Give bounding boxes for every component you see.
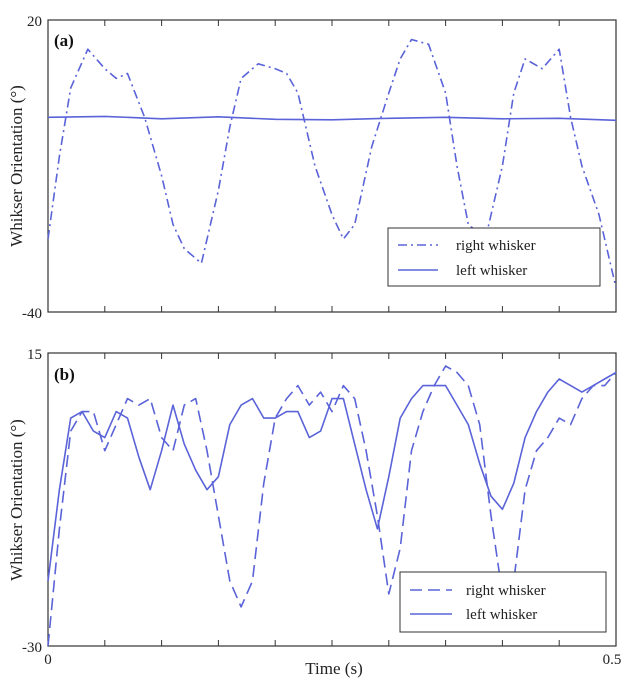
panel-b-xtick-0: 0	[44, 652, 52, 668]
panel-a-series-left-whisker	[47, 115, 617, 122]
panel-a-ylabel: Whikser Orientation (°)	[7, 85, 26, 247]
panel-a-ytick-top: 20	[27, 14, 42, 30]
panel-b-legend: right whisker left whisker	[399, 571, 607, 633]
panel-a-legend-box	[387, 227, 601, 287]
panel-b-series-left-whisker	[47, 371, 617, 581]
panel-b-legend-label-left: left whisker	[466, 607, 537, 623]
panel-b-ylabel: Whikser Orientation (°)	[7, 419, 26, 581]
panel-b-label: (b)	[54, 365, 75, 384]
panel-a-xticks	[47, 20, 617, 312]
panel-b-series-right-whisker	[47, 365, 617, 647]
panel-a-series-right-whisker	[47, 38, 617, 288]
panel-a-legend-label-left: left whisker	[456, 263, 527, 279]
panel-b-ytick-top: 15	[27, 347, 42, 363]
panel-b-ytick-bottom: -30	[22, 640, 42, 656]
panel-b-series	[47, 365, 617, 647]
panel-a: (a) 20 -40 Whikser Orientation (°) right…	[7, 14, 617, 322]
panel-a-series	[47, 38, 617, 288]
panel-a-ytick-bottom: -40	[22, 306, 42, 322]
panel-a-legend-label-right: right whisker	[456, 238, 536, 254]
panel-b-xtick-end: 0.5	[603, 652, 622, 668]
panel-b: (b) 15 -30 0 0.5 Whikser Orientation (°)…	[7, 347, 621, 678]
panel-b-legend-box	[399, 571, 607, 633]
x-axis-title: Time (s)	[305, 659, 362, 678]
panel-b-legend-label-right: right whisker	[466, 583, 546, 599]
panel-a-legend: right whisker left whisker	[387, 227, 601, 287]
panel-a-label: (a)	[54, 31, 74, 50]
